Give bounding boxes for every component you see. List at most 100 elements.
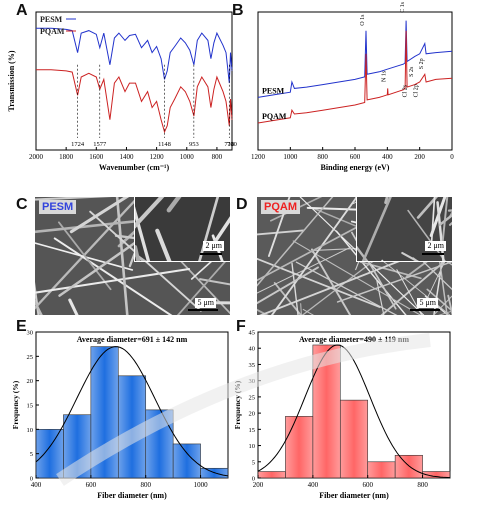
x-tick-label: 200: [414, 153, 425, 161]
y-axis-label: Transmission (%): [7, 50, 16, 111]
x-tick-label: 800: [417, 481, 428, 489]
nanofiber: [35, 267, 191, 294]
y-tick-label: 20: [27, 378, 34, 385]
nanofiber: [69, 197, 130, 234]
histogram-bar: [339, 399, 369, 479]
legend-pqam: PQAM: [262, 112, 287, 121]
nanofiber: [190, 243, 230, 280]
nanofiber: [68, 298, 79, 315]
nanofiber: [35, 242, 134, 271]
x-tick-label: 800: [212, 153, 223, 161]
y-tick-label: 5: [252, 459, 255, 466]
nanofiber: [35, 197, 113, 201]
nanofiber: [115, 197, 129, 315]
panel-letter-e: E: [16, 318, 27, 335]
nanofiber: [336, 260, 452, 303]
nanofiber: [361, 197, 392, 265]
nanofiber: [291, 262, 299, 315]
peak-label: C 1s: [400, 1, 406, 13]
peak-label: 1577: [93, 141, 107, 148]
inset-scale-label: 2 μm: [425, 241, 446, 251]
x-tick-label: 1600: [89, 153, 104, 161]
panel-letter-d: D: [236, 196, 248, 213]
x-tick-label: 1000: [283, 153, 298, 161]
x-tick-label: 1400: [119, 153, 134, 161]
nanofiber: [35, 197, 140, 310]
panel-letter-c: C: [16, 196, 28, 213]
panel-letter-a: A: [16, 2, 28, 19]
main-scale-label: 5 μm: [417, 298, 438, 308]
main-scale-bar: [188, 309, 218, 311]
x-tick-label: 800: [317, 153, 328, 161]
x-tick-label: 400: [308, 481, 319, 489]
nanofiber: [211, 216, 230, 247]
y-tick-label: 20: [249, 411, 256, 418]
pqam-inset-texture: [348, 197, 452, 315]
inset-scale-bar: [200, 253, 222, 255]
x-tick-label: 1200: [251, 153, 266, 161]
sem-inset-pqam: 2 μm: [348, 197, 452, 315]
histogram-bar: [367, 461, 396, 479]
legend-pesm: PESM: [262, 86, 285, 95]
nanofiber: [129, 197, 166, 315]
x-tick-label: 0: [450, 153, 454, 161]
y-axis-label: Frequency (%): [11, 380, 20, 429]
y-tick-label: 15: [27, 403, 34, 410]
nanofiber: [295, 261, 398, 315]
y-tick-label: 25: [27, 354, 34, 361]
x-tick-label: 600: [350, 153, 361, 161]
inset-scale-label: 2 μm: [203, 241, 224, 251]
nanofiber: [257, 229, 305, 236]
nanofiber: [430, 197, 436, 247]
inset-scale-bar: [422, 253, 444, 255]
y-tick-label: 5: [30, 451, 33, 458]
nanofiber: [310, 248, 352, 315]
x-axis-label: Fiber diameter (nm): [97, 491, 167, 500]
nanofiber: [57, 221, 112, 291]
peak-label: S 2s: [409, 66, 415, 77]
x-axis-label: Binding energy (eV): [321, 163, 390, 172]
y-tick-label: 45: [249, 330, 256, 337]
nanofiber: [166, 197, 182, 213]
nanofiber: [270, 197, 358, 315]
nanofiber: [423, 245, 452, 305]
nanofiber: [176, 254, 230, 315]
series-line-pqam: [257, 30, 453, 124]
y-tick-label: 0: [252, 476, 255, 483]
y-tick-label: 10: [27, 427, 34, 434]
nanofiber: [273, 282, 302, 315]
x-tick-label: 1800: [59, 153, 74, 161]
histogram-bar: [394, 454, 423, 479]
x-tick-label: 1000: [180, 153, 195, 161]
panel-letter-b: B: [232, 2, 244, 19]
y-tick-label: 10: [249, 443, 256, 450]
nanofiber: [128, 197, 165, 234]
legend-pesm: PESM: [40, 15, 63, 24]
panel-letter-f: F: [236, 318, 246, 335]
x-tick-label: 400: [31, 481, 42, 489]
nanofiber: [35, 299, 43, 315]
nanofiber: [211, 234, 230, 287]
x-tick-label: 2000: [29, 153, 44, 161]
nanofiber: [127, 248, 189, 294]
x-axis-label: Fiber diameter (nm): [319, 491, 389, 500]
y-tick-label: 40: [249, 346, 256, 353]
peak-label: 718: [224, 141, 234, 148]
histogram-bar: [285, 416, 314, 479]
sem-image-pesm: 2 μm PESM 5 μm: [35, 197, 230, 315]
peak-label: S 2p: [419, 58, 425, 69]
pesm-inset-texture: [127, 197, 230, 315]
sem-image-pqam: 2 μm PQAM 5 μm: [257, 197, 452, 315]
peak-label: Cl 2p: [414, 84, 420, 97]
nanofiber: [199, 301, 230, 305]
y-tick-label: 25: [249, 394, 256, 401]
histogram-bar: [257, 471, 286, 479]
peak-label: 953: [189, 141, 199, 148]
peak-label: N 1s: [382, 70, 388, 82]
peak-label: 700: [227, 141, 237, 148]
legend-pqam: PQAM: [40, 27, 65, 36]
peak-label: Cl 2s: [402, 84, 408, 97]
sem-label-pqam: PQAM: [261, 200, 300, 214]
